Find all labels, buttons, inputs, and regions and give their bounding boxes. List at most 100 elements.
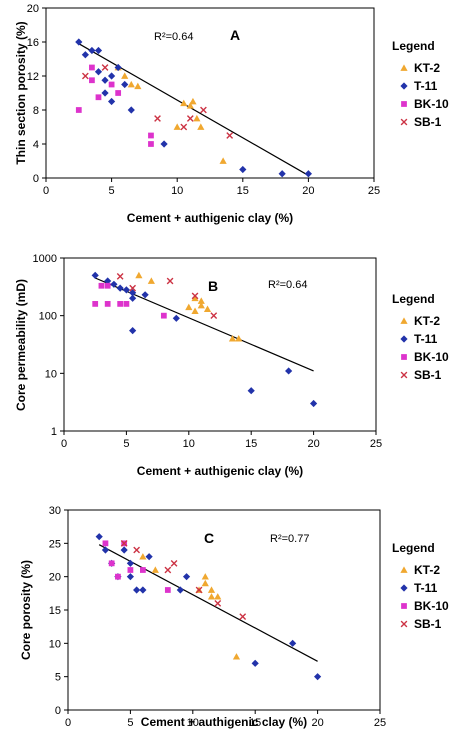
- x-tick-label: 20: [302, 185, 314, 197]
- point-kt2: [214, 593, 222, 600]
- point-t11: [278, 170, 286, 178]
- point-bk10: [102, 540, 109, 547]
- point-t11: [129, 327, 137, 335]
- x-axis-ticks-a: 0 5 10 15 20 25: [43, 178, 380, 197]
- y-axis-ticks-a: 0 4 8 12 16 20: [27, 3, 46, 185]
- y-tick-label: 0: [55, 705, 61, 717]
- point-bk10: [104, 282, 111, 289]
- point-sb1: [170, 559, 178, 567]
- y-axis-label-a: Thin section porosity (%): [14, 21, 28, 164]
- point-sb1: [200, 106, 207, 114]
- point-t11: [94, 68, 103, 76]
- data-marks-b: [91, 271, 318, 408]
- point-sb1: [210, 312, 218, 320]
- point-kt2: [151, 566, 159, 573]
- point-bk10: [89, 64, 95, 71]
- point-sb1: [239, 613, 247, 621]
- point-kt2: [197, 301, 205, 309]
- panel-letter-b: B: [208, 278, 218, 294]
- x-tick-label: 10: [183, 438, 195, 450]
- y-tick-label: 10: [45, 368, 57, 380]
- legend-b: Legend KT-2 T-11 BK-10 SB-1: [392, 292, 449, 382]
- point-kt2: [201, 573, 209, 580]
- y-tick-label: 30: [49, 505, 61, 517]
- point-bk10: [108, 81, 115, 88]
- x-tick-label: 5: [127, 717, 133, 729]
- point-kt2: [135, 271, 143, 279]
- point-bk10: [160, 312, 167, 319]
- point-kt2: [203, 305, 212, 312]
- x-axis-label-a: Cement + authigenic clay (%): [127, 211, 293, 225]
- trendline-c: [98, 544, 318, 662]
- x-tick-label: 5: [109, 185, 115, 197]
- chart-panel-a: 0 5 10 15 20 25 0 4 8 12 16 20 A R²=0.64 Cement + …: [14, 3, 449, 225]
- point-sb1: [214, 599, 222, 607]
- point-bk10: [95, 94, 102, 101]
- legend-a: Legend KT-2 T-11 BK-10 SB-1: [392, 39, 449, 129]
- y-axis-ticks-b: 1 10 100 1000: [33, 253, 64, 438]
- point-t11: [247, 387, 255, 395]
- point-kt2: [191, 307, 199, 314]
- y-tick-label: 1: [51, 426, 57, 438]
- y-tick-label: 16: [27, 37, 39, 49]
- point-sb1: [226, 132, 234, 139]
- point-t11: [94, 46, 103, 55]
- point-bk10: [123, 301, 130, 307]
- x-tick-label: 25: [374, 717, 386, 729]
- legend-title-c: Legend: [392, 541, 435, 555]
- point-bk10: [115, 573, 121, 580]
- legend-marker-bk10: [401, 603, 407, 609]
- point-kt2: [139, 553, 147, 560]
- y-axis-ticks-c: 0 5 10 15 20 25 30: [49, 505, 68, 717]
- legend-label-bk10: BK-10: [414, 599, 449, 613]
- chart-panel-c: 0 5 10 15 20 25 0 5 10 15 20 25 30 C R²=0.77 Cement…: [19, 505, 449, 729]
- x-tick-label: 0: [61, 438, 67, 450]
- x-tick-label: 10: [171, 185, 183, 197]
- point-kt2: [201, 579, 209, 587]
- point-bk10: [89, 77, 95, 84]
- point-t11: [95, 533, 103, 541]
- point-t11: [101, 76, 109, 84]
- point-bk10: [117, 301, 124, 307]
- point-t11: [139, 586, 147, 594]
- y-tick-label: 10: [49, 638, 61, 650]
- y-tick-label: 8: [33, 105, 39, 117]
- point-t11: [160, 140, 168, 148]
- y-tick-label: 20: [49, 572, 61, 584]
- point-sb1: [191, 292, 199, 300]
- legend-marker-t11: [400, 335, 408, 343]
- point-kt2: [232, 653, 241, 660]
- point-t11: [120, 546, 128, 554]
- point-kt2: [228, 335, 237, 342]
- x-tick-label: 25: [370, 438, 382, 450]
- point-t11: [172, 314, 180, 322]
- legend-label-kt2: KT-2: [414, 61, 440, 75]
- legend-label-t11: T-11: [414, 79, 438, 93]
- y-tick-label: 15: [49, 605, 61, 617]
- legend-c: Legend KT-2 T-11 BK-10 SB-1: [392, 541, 449, 631]
- x-tick-label: 15: [249, 717, 261, 729]
- point-kt2: [189, 97, 197, 105]
- x-axis-label-c: Cement + authigenic clay (%): [141, 715, 307, 729]
- point-t11: [304, 170, 312, 178]
- legend-label-bk10: BK-10: [414, 97, 449, 111]
- legend-label-kt2: KT-2: [414, 563, 440, 577]
- plot-area-a: [45, 7, 375, 179]
- y-tick-label: 4: [33, 139, 39, 151]
- legend-label-bk10: BK-10: [414, 350, 449, 364]
- point-sb1: [133, 546, 141, 554]
- point-t11: [121, 80, 129, 89]
- panel-letter-a: A: [230, 27, 240, 43]
- x-axis-label-b: Cement + authigenic clay (%): [137, 464, 303, 478]
- y-tick-label: 5: [55, 672, 61, 684]
- x-axis-ticks-c: 0 5 10 15 20 25: [65, 710, 386, 729]
- point-bk10: [115, 90, 122, 96]
- r-squared-c: R²=0.77: [270, 533, 309, 545]
- point-kt2: [235, 335, 243, 342]
- point-t11: [289, 639, 297, 647]
- x-axis-ticks-b: 0 5 10 15 20 25: [61, 431, 382, 450]
- chart-panel-b: 0 5 10 15 20 25 1 10 100 1000 B R²=0.64 Cement +…: [14, 253, 449, 478]
- y-tick-label: 0: [33, 173, 39, 185]
- point-t11: [285, 367, 293, 375]
